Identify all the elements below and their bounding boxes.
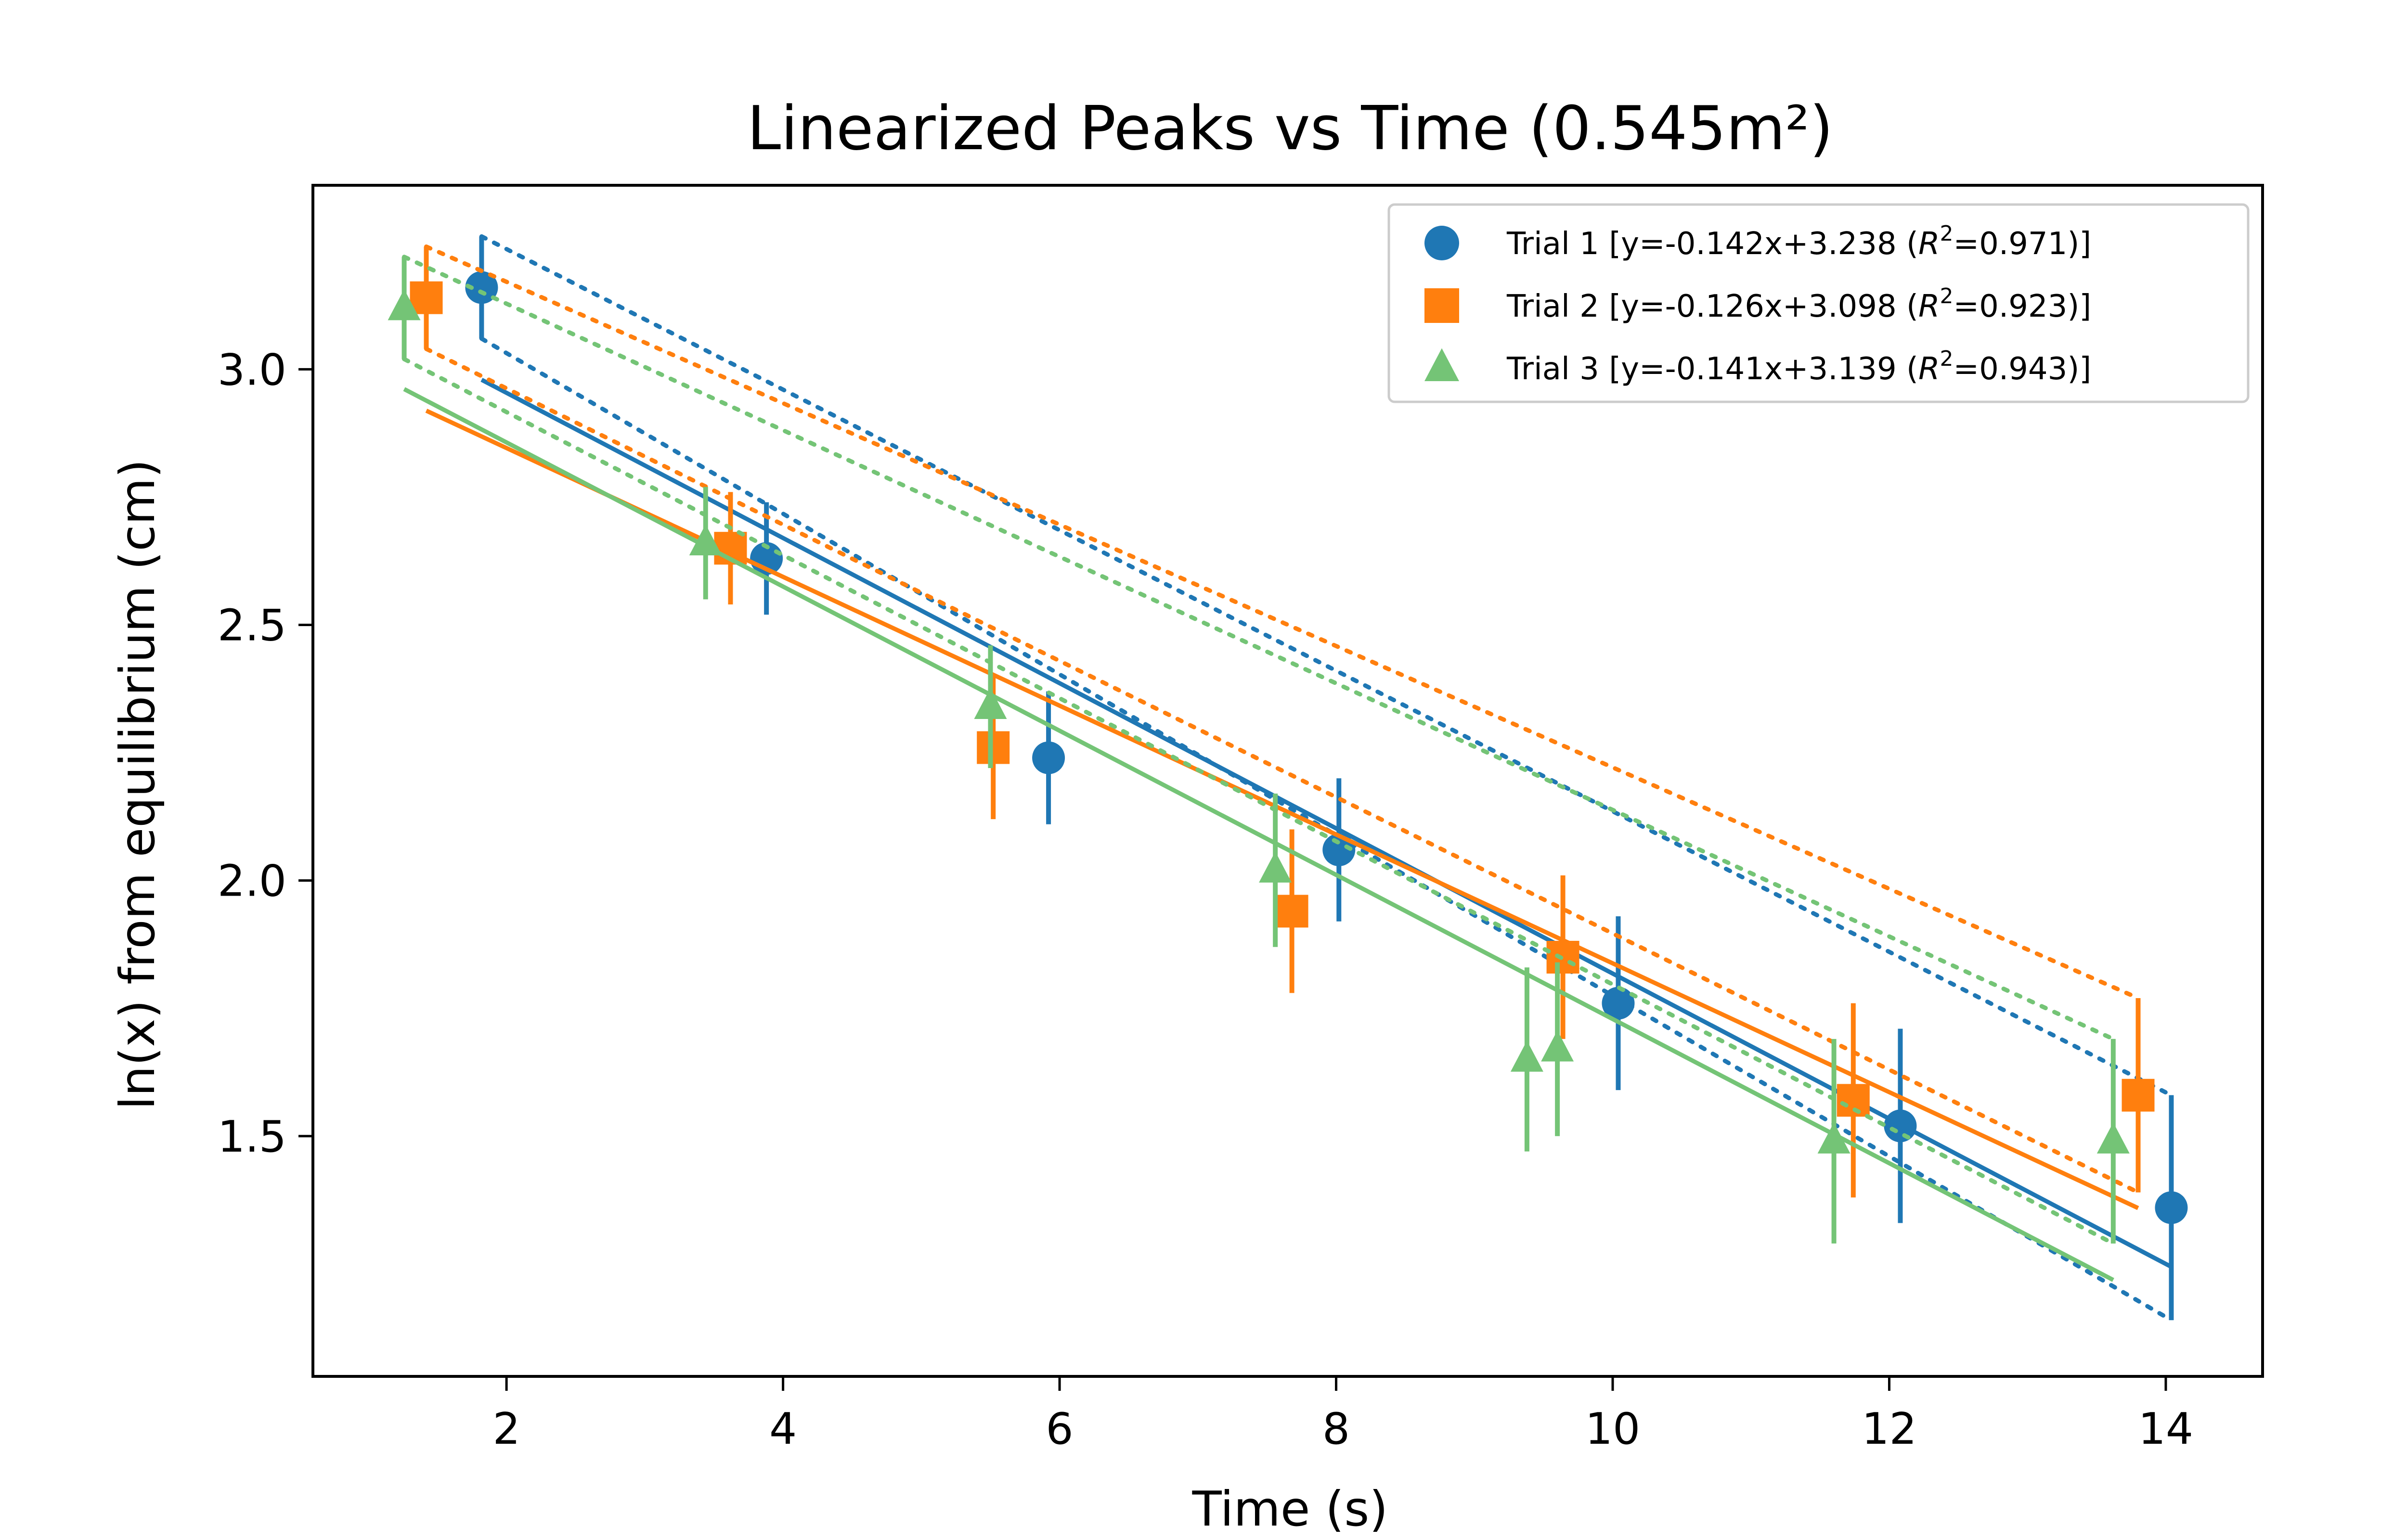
trial-1-data-point: [1602, 987, 1635, 1020]
trial-1-legend-label: Trial 1 [y=-0.142x+3.238 (R2=0.971)]: [1506, 221, 2091, 262]
trial-3-data-point: [1817, 1122, 1851, 1154]
trial-1-bound-line-1: [479, 234, 2174, 1098]
trial-1-legend-marker: [1424, 226, 1459, 260]
plot-area: [388, 234, 2188, 1322]
trial-3-data-point: [1259, 851, 1292, 883]
y-tick-label: 2.5: [218, 601, 286, 651]
legend-box: [1387, 203, 2250, 403]
y-tick-label: 2.0: [218, 856, 286, 907]
trial-1-data-point: [2155, 1191, 2188, 1224]
trial-3-series: [388, 255, 2130, 1282]
x-tick-label: 10: [1585, 1404, 1641, 1454]
x-tick-label: 8: [1322, 1404, 1350, 1454]
trial-1-data-point: [1884, 1109, 1917, 1142]
trial-2-bound-line-1: [424, 244, 2140, 1001]
trial-3-data-point: [974, 688, 1007, 719]
legend: Trial 1 [y=-0.142x+3.238 (R2=0.971)] Tria…: [1387, 203, 2250, 403]
x-tick-label: 4: [769, 1404, 797, 1454]
trial-1-data-point: [1032, 741, 1065, 774]
y-tick-label: 1.5: [218, 1112, 286, 1162]
trial-2-data-point: [410, 281, 443, 314]
trial-1-data-point: [465, 271, 498, 304]
trial-3-data-point: [2096, 1122, 2130, 1154]
y-axis-label: ln(x) from equilibrium (cm): [109, 459, 166, 1110]
trial-2-data-point: [1837, 1084, 1870, 1117]
chart-title: Linearized Peaks vs Time (0.545m²): [747, 93, 1833, 164]
trial-3-data-point: [388, 289, 421, 321]
trial-3-data-point: [1541, 1030, 1574, 1062]
trial-3-bound-line-1: [402, 255, 2116, 1041]
trial-2-data-point: [2122, 1078, 2155, 1112]
x-axis-label: Time (s): [1192, 1481, 1388, 1537]
trial-3-data-point: [689, 524, 722, 556]
plot-frame: [311, 184, 2264, 1378]
x-tick-label: 12: [1862, 1404, 1917, 1454]
trial-3-bound-line-2: [402, 357, 2116, 1246]
trial-2-data-point: [1275, 895, 1308, 928]
x-tick-label: 14: [2138, 1404, 2194, 1454]
y-tick-label: 3.0: [218, 345, 286, 395]
x-tick-label: 2: [492, 1404, 520, 1454]
axes: 2 4 6 8 10 12 14 1.5 2.0 2.5 3.0: [218, 184, 2264, 1454]
trial-3-data-point: [1510, 1040, 1543, 1072]
trial-2-legend-label: Trial 2 [y=-0.126x+3.098 (R2=0.923)]: [1506, 284, 2091, 324]
trial-3-legend-label: Trial 3 [y=-0.141x+3.139 (R2=0.943)]: [1506, 346, 2091, 387]
x-tick-label: 6: [1046, 1404, 1073, 1454]
trial-3-legend-marker: [1424, 348, 1459, 381]
trial-2-legend-marker: [1424, 288, 1459, 323]
trial-3-fit-line: [403, 387, 2114, 1282]
trial-2-data-point: [977, 731, 1010, 764]
